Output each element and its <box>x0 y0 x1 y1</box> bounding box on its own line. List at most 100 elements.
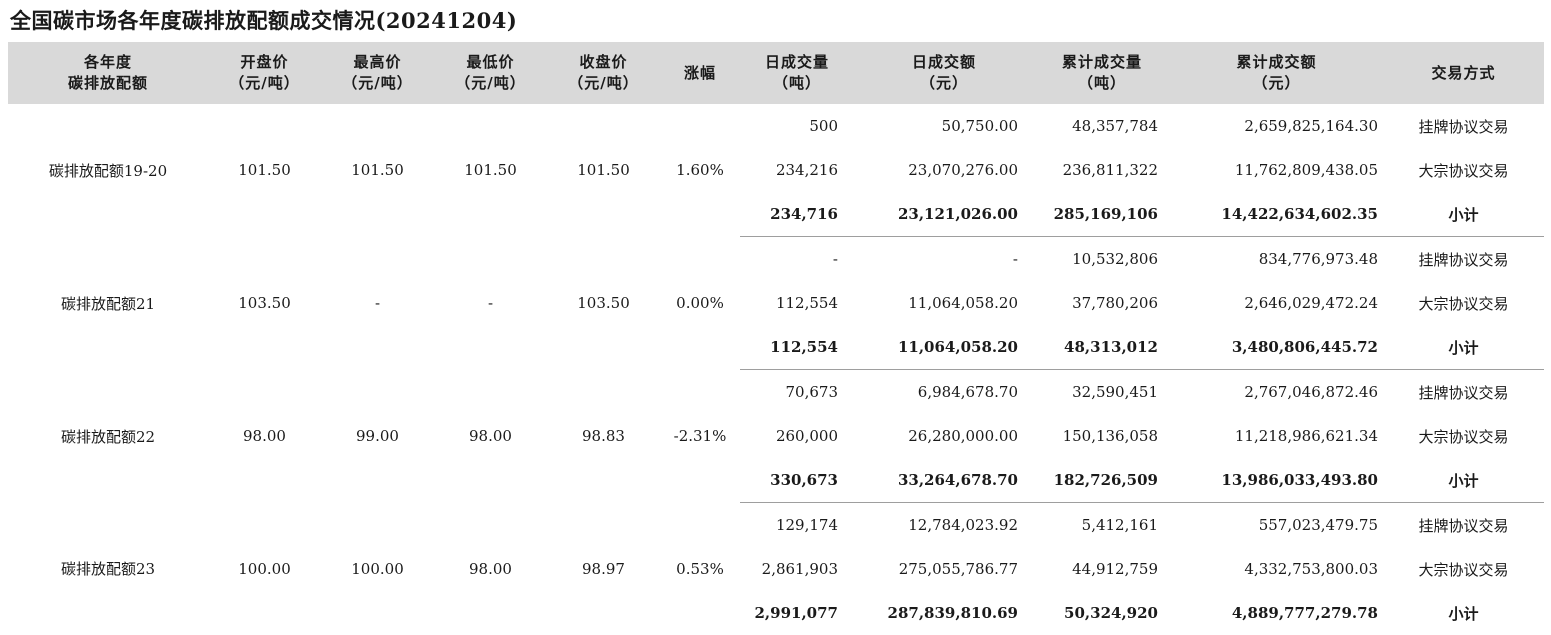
cum-amount-cell: 11,218,986,621.34 <box>1170 414 1383 458</box>
allowance-name-cell: 碳排放配额21 <box>8 237 208 370</box>
cum-volume-cell: 37,780,206 <box>1034 281 1170 325</box>
subtotal-label: 小计 <box>1383 458 1544 503</box>
cum-volume-cell: 32,590,451 <box>1034 370 1170 415</box>
header-daily-amount-line-1: 日成交额 <box>854 52 1034 73</box>
low-price-cell: 101.50 <box>434 104 547 237</box>
page-title: 全国碳市场各年度碳排放配额成交情况(20241204) <box>10 5 517 35</box>
daily-amount-cell: 6,984,678.70 <box>854 370 1034 415</box>
header-low-price-line-2: （元/吨） <box>434 73 547 94</box>
daily-volume-cell: 112,554 <box>740 281 854 325</box>
trade-method-cell: 大宗协议交易 <box>1383 547 1544 591</box>
cum-amount-cell: 834,776,973.48 <box>1170 237 1383 282</box>
cum-volume-cell: 10,532,806 <box>1034 237 1170 282</box>
open-price-cell: 103.50 <box>208 237 321 370</box>
allowance-name-cell: 碳排放配额19-20 <box>8 104 208 237</box>
header-allowance-year-line-2: 碳排放配额 <box>8 73 208 94</box>
trade-method-cell: 大宗协议交易 <box>1383 414 1544 458</box>
daily-amount-cell: - <box>854 237 1034 282</box>
cum-volume-cell: 50,324,920 <box>1034 591 1170 635</box>
header-cum-volume-line-2: （吨） <box>1034 73 1170 94</box>
daily-amount-cell: 12,784,023.92 <box>854 503 1034 548</box>
header-daily-amount: 日成交额（元） <box>854 42 1034 104</box>
daily-amount-cell: 33,264,678.70 <box>854 458 1034 503</box>
close-price-cell: 103.50 <box>547 237 660 370</box>
daily-volume-cell: 129,174 <box>740 503 854 548</box>
cum-amount-cell: 2,767,046,872.46 <box>1170 370 1383 415</box>
change-cell: 0.00% <box>660 237 740 370</box>
header-high-price-line-1: 最高价 <box>321 52 434 73</box>
daily-amount-cell: 23,070,276.00 <box>854 148 1034 192</box>
trade-method-cell: 挂牌协议交易 <box>1383 104 1544 148</box>
daily-volume-cell: - <box>740 237 854 282</box>
cum-volume-cell: 182,726,509 <box>1034 458 1170 503</box>
daily-volume-cell: 234,716 <box>740 192 854 237</box>
header-daily-volume-line-2: （吨） <box>740 73 854 94</box>
trade-method-cell: 挂牌协议交易 <box>1383 503 1544 548</box>
header-change: 涨幅 <box>660 42 740 104</box>
header-daily-volume-line-1: 日成交量 <box>740 52 854 73</box>
header-allowance-year-line-1: 各年度 <box>8 52 208 73</box>
cum-volume-cell: 285,169,106 <box>1034 192 1170 237</box>
high-price-cell: - <box>321 237 434 370</box>
header-cum-amount-line-2: （元） <box>1170 73 1383 94</box>
subtotal-label: 小计 <box>1383 192 1544 237</box>
cum-volume-cell: 44,912,759 <box>1034 547 1170 591</box>
header-trade-method: 交易方式 <box>1383 42 1544 104</box>
daily-amount-cell: 26,280,000.00 <box>854 414 1034 458</box>
high-price-cell: 100.00 <box>321 503 434 635</box>
daily-amount-cell: 11,064,058.20 <box>854 281 1034 325</box>
open-price-cell: 98.00 <box>208 370 321 503</box>
daily-volume-cell: 70,673 <box>740 370 854 415</box>
header-trade-method-line-1: 交易方式 <box>1383 63 1544 84</box>
daily-amount-cell: 50,750.00 <box>854 104 1034 148</box>
low-price-cell: 98.00 <box>434 503 547 635</box>
daily-volume-cell: 2,991,077 <box>740 591 854 635</box>
trade-method-cell: 挂牌协议交易 <box>1383 237 1544 282</box>
daily-amount-cell: 11,064,058.20 <box>854 325 1034 370</box>
cum-amount-cell: 13,986,033,493.80 <box>1170 458 1383 503</box>
daily-volume-cell: 234,216 <box>740 148 854 192</box>
change-cell: 1.60% <box>660 104 740 237</box>
trade-method-cell: 大宗协议交易 <box>1383 281 1544 325</box>
table-header-row: 各年度碳排放配额开盘价（元/吨）最高价（元/吨）最低价（元/吨）收盘价（元/吨）… <box>8 42 1544 104</box>
daily-volume-cell: 112,554 <box>740 325 854 370</box>
header-cum-amount: 累计成交额（元） <box>1170 42 1383 104</box>
cum-amount-cell: 11,762,809,438.05 <box>1170 148 1383 192</box>
open-price-cell: 101.50 <box>208 104 321 237</box>
close-price-cell: 98.97 <box>547 503 660 635</box>
change-cell: -2.31% <box>660 370 740 503</box>
daily-volume-cell: 330,673 <box>740 458 854 503</box>
cum-amount-cell: 4,889,777,279.78 <box>1170 591 1383 635</box>
cum-volume-cell: 48,357,784 <box>1034 104 1170 148</box>
cum-volume-cell: 150,136,058 <box>1034 414 1170 458</box>
daily-volume-cell: 500 <box>740 104 854 148</box>
daily-amount-cell: 23,121,026.00 <box>854 192 1034 237</box>
daily-volume-cell: 260,000 <box>740 414 854 458</box>
cum-amount-cell: 4,332,753,800.03 <box>1170 547 1383 591</box>
subtotal-label: 小计 <box>1383 591 1544 635</box>
header-close-price-line-2: （元/吨） <box>547 73 660 94</box>
header-low-price-line-1: 最低价 <box>434 52 547 73</box>
high-price-cell: 101.50 <box>321 104 434 237</box>
cum-amount-cell: 557,023,479.75 <box>1170 503 1383 548</box>
header-close-price: 收盘价（元/吨） <box>547 42 660 104</box>
trade-method-cell: 大宗协议交易 <box>1383 148 1544 192</box>
carbon-trading-table: 各年度碳排放配额开盘价（元/吨）最高价（元/吨）最低价（元/吨）收盘价（元/吨）… <box>8 42 1544 635</box>
low-price-cell: - <box>434 237 547 370</box>
header-close-price-line-1: 收盘价 <box>547 52 660 73</box>
daily-amount-cell: 287,839,810.69 <box>854 591 1034 635</box>
change-cell: 0.53% <box>660 503 740 635</box>
header-cum-volume-line-1: 累计成交量 <box>1034 52 1170 73</box>
high-price-cell: 99.00 <box>321 370 434 503</box>
cum-volume-cell: 236,811,322 <box>1034 148 1170 192</box>
header-open-price-line-2: （元/吨） <box>208 73 321 94</box>
header-open-price-line-1: 开盘价 <box>208 52 321 73</box>
close-price-cell: 101.50 <box>547 104 660 237</box>
allowance-name-cell: 碳排放配额22 <box>8 370 208 503</box>
header-high-price: 最高价（元/吨） <box>321 42 434 104</box>
cum-volume-cell: 5,412,161 <box>1034 503 1170 548</box>
